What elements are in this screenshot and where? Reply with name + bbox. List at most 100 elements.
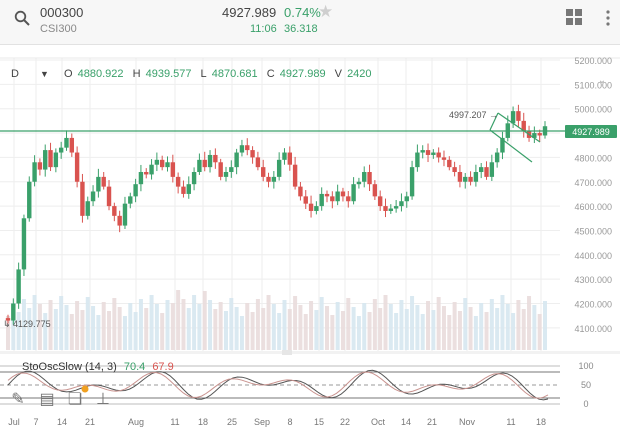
price-axis-label: 4500.000 xyxy=(574,226,612,236)
volume-bar xyxy=(208,300,213,350)
time-axis-label: 21 xyxy=(85,417,95,427)
candle-body xyxy=(362,172,367,182)
volume-bar xyxy=(436,297,441,350)
volume-bar xyxy=(250,312,255,350)
trend-channel-upper[interactable] xyxy=(497,112,541,143)
volume-bar xyxy=(500,295,505,350)
candle-body xyxy=(138,172,144,185)
volume-bar xyxy=(170,303,175,350)
volume-bar xyxy=(144,308,149,350)
candle-body xyxy=(80,181,85,216)
volume-bar xyxy=(149,295,154,350)
volume-bar xyxy=(186,308,191,350)
candle-body xyxy=(282,152,287,160)
time-axis-label: 8 xyxy=(287,417,292,427)
volume-bar xyxy=(107,311,112,350)
candle-body xyxy=(74,152,80,182)
price-axis-label: 4100.000 xyxy=(574,324,612,334)
volume-bar xyxy=(452,302,457,350)
more-vertical-icon[interactable] xyxy=(606,10,610,26)
volume-bar xyxy=(325,306,330,350)
volume-bar xyxy=(495,308,500,350)
candle-body xyxy=(510,111,516,124)
price-axis-label: 4600.000 xyxy=(574,202,612,212)
candle-body xyxy=(175,176,181,187)
candle-body xyxy=(287,152,292,165)
high-annotation: 4997.207 → xyxy=(449,110,498,120)
volume-bar xyxy=(463,298,468,350)
interval-label[interactable]: D xyxy=(11,68,19,80)
volume-bar xyxy=(192,295,197,350)
candle-body xyxy=(266,176,271,182)
price-axis-label: 5200.000 xyxy=(574,56,612,66)
candle-body xyxy=(229,167,234,173)
candle-body xyxy=(245,145,250,151)
pane-resize-handle[interactable] xyxy=(282,350,292,355)
oscillator-name[interactable]: StoOscSlow (14, 3) xyxy=(22,361,117,373)
thumbtack-icon[interactable]: ⊥ xyxy=(96,391,110,408)
grid-layout-icon[interactable] xyxy=(566,9,582,25)
time-axis-label: Aug xyxy=(128,417,144,427)
candle-body xyxy=(106,186,112,207)
candle-body xyxy=(425,150,431,155)
candle-body xyxy=(324,193,330,197)
pane-separator[interactable] xyxy=(0,351,620,354)
price-axis-label: 5100.000 xyxy=(574,80,612,90)
scroll-down-icon[interactable]: ⌄ xyxy=(598,75,606,86)
volume-bar xyxy=(234,307,239,350)
time-axis-label: 7 xyxy=(33,417,38,427)
price-axis-label: 4200.000 xyxy=(574,300,612,310)
candle-body xyxy=(149,164,154,175)
time-axis-label: 14 xyxy=(57,417,67,427)
volume-bar xyxy=(383,295,388,350)
candle-body xyxy=(436,152,441,158)
candle-body xyxy=(303,196,308,204)
volume-bar xyxy=(133,312,138,350)
time-axis-label: 18 xyxy=(198,417,208,427)
candle-body xyxy=(261,167,266,177)
star-icon[interactable]: ★ xyxy=(318,2,334,21)
trend-channel-lower[interactable] xyxy=(489,129,533,163)
layers-icon[interactable]: ❏ xyxy=(68,391,82,408)
candle-body xyxy=(340,191,346,197)
volume-bar xyxy=(394,313,399,350)
volume-bar xyxy=(457,311,462,350)
trend-channel-edge[interactable] xyxy=(489,112,499,131)
volume-bar xyxy=(85,297,90,350)
candle-body xyxy=(197,159,202,173)
candle-body xyxy=(447,159,452,168)
change-percent: 0.74% xyxy=(284,5,321,20)
candle-body xyxy=(122,203,128,226)
candle-body xyxy=(16,269,21,304)
volume-bar xyxy=(43,313,48,350)
candle-body xyxy=(473,172,479,182)
volume-bar xyxy=(388,304,393,350)
volume-bar xyxy=(415,305,420,350)
volume-bar xyxy=(165,300,170,350)
open-label: O xyxy=(64,68,73,80)
volume-bar xyxy=(69,314,74,350)
candle-body xyxy=(346,196,351,202)
interval-dropdown-icon[interactable]: ▼ xyxy=(40,69,49,79)
calendar-icon[interactable]: ▤ xyxy=(39,391,54,408)
volume-bar xyxy=(410,296,415,350)
volume-bar xyxy=(527,296,532,350)
volume-bar xyxy=(351,307,356,350)
candle-body xyxy=(377,196,383,207)
volume-bar xyxy=(330,315,335,350)
candle-body xyxy=(37,162,43,170)
volume-bar xyxy=(117,307,122,350)
volume-bar xyxy=(511,313,516,350)
pencil-icon[interactable]: ✎ xyxy=(11,391,24,408)
oscillator-axis-label: 0 xyxy=(583,399,588,409)
candle-body xyxy=(48,150,53,168)
search-icon[interactable] xyxy=(14,10,30,26)
candle-body xyxy=(468,176,473,182)
candle-body xyxy=(202,159,207,168)
candle-body xyxy=(271,176,277,182)
volume-label: V xyxy=(334,68,342,80)
volume-bar xyxy=(319,297,324,350)
volume-bar xyxy=(154,304,159,350)
layers-badge xyxy=(81,385,89,393)
